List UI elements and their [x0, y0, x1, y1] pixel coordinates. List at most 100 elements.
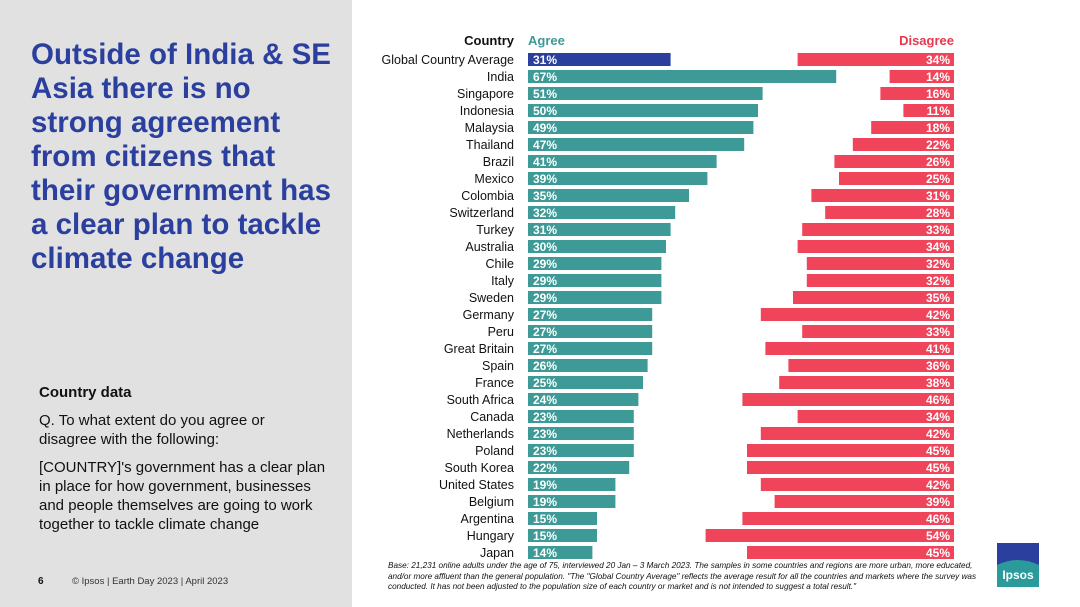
country-label: Thailand [466, 138, 514, 152]
agree-value-label: 39% [533, 172, 557, 186]
country-label: Brazil [483, 155, 514, 169]
disagree-bar [760, 427, 954, 440]
disagree-bar [760, 308, 954, 321]
agree-bar [528, 189, 689, 202]
agree-value-label: 29% [533, 291, 557, 305]
agree-bar [528, 308, 653, 321]
disagree-value-label: 42% [926, 308, 950, 322]
agree-value-label: 26% [533, 359, 557, 373]
agree-bar [528, 376, 643, 389]
country-label: Sweden [469, 291, 514, 305]
agree-bar [528, 512, 597, 525]
country-label: Chile [486, 257, 515, 271]
disagree-value-label: 42% [926, 427, 950, 441]
disagree-value-label: 32% [926, 274, 950, 288]
disagree-value-label: 45% [926, 546, 950, 560]
disagree-value-label: 33% [926, 325, 950, 339]
disagree-value-label: 46% [926, 393, 950, 407]
country-label: Netherlands [447, 427, 514, 441]
page-number: 6 [38, 576, 44, 587]
agree-bar [528, 529, 597, 542]
disagree-bar [802, 325, 954, 338]
disagree-value-label: 33% [926, 223, 950, 237]
agree-bar [528, 359, 648, 372]
agree-value-label: 14% [533, 546, 557, 560]
agree-bar [528, 121, 754, 134]
disagree-bar [871, 121, 954, 134]
disagree-bar [839, 172, 954, 185]
disagree-bar [797, 53, 954, 66]
disagree-value-label: 54% [926, 529, 950, 543]
country-header: Country [464, 33, 515, 48]
agree-value-label: 50% [533, 104, 557, 118]
agree-header: Agree [528, 33, 565, 48]
agree-value-label: 49% [533, 121, 557, 135]
agree-bar [528, 70, 837, 83]
disagree-bar [825, 206, 954, 219]
agree-bar [528, 155, 717, 168]
disagree-bar [742, 512, 954, 525]
country-label: Canada [470, 410, 514, 424]
disagree-value-label: 26% [926, 155, 950, 169]
country-label: France [475, 376, 514, 390]
disagree-bar [747, 461, 954, 474]
agree-bar [528, 342, 653, 355]
disagree-bar [788, 359, 954, 372]
disagree-bar [797, 240, 954, 253]
agree-bar [528, 274, 662, 287]
agree-bar [528, 206, 676, 219]
disagree-bar [765, 342, 954, 355]
disagree-value-label: 45% [926, 444, 950, 458]
agree-value-label: 29% [533, 257, 557, 271]
country-label: South Korea [445, 461, 515, 475]
agree-value-label: 31% [533, 223, 557, 237]
disagree-value-label: 11% [927, 104, 951, 118]
country-label: Singapore [457, 87, 514, 101]
logo-text: Ipsos [1002, 568, 1034, 582]
country-label: Australia [465, 240, 514, 254]
agree-bar [528, 444, 634, 457]
agree-bar [528, 257, 662, 270]
agree-value-label: 22% [533, 461, 557, 475]
agree-bar [528, 325, 653, 338]
country-label: United States [439, 478, 514, 492]
agree-value-label: 23% [533, 444, 557, 458]
country-label: Hungary [467, 529, 515, 543]
agree-bar [528, 427, 634, 440]
disagree-bar [742, 393, 954, 406]
disagree-bar [747, 444, 954, 457]
agree-value-label: 24% [533, 393, 557, 407]
agree-bar [528, 461, 630, 474]
agree-bar [528, 172, 708, 185]
agree-value-label: 29% [533, 274, 557, 288]
country-label: Mexico [474, 172, 514, 186]
left-panel [0, 0, 352, 607]
agree-value-label: 32% [533, 206, 557, 220]
country-label: Switzerland [449, 206, 514, 220]
disagree-bar [811, 189, 954, 202]
disagree-value-label: 18% [926, 121, 950, 135]
agree-bar [528, 53, 671, 66]
disagree-value-label: 39% [926, 495, 950, 509]
disagree-bar [880, 87, 954, 100]
disagree-value-label: 22% [926, 138, 950, 152]
country-label: Indonesia [460, 104, 514, 118]
disagree-bar [852, 138, 954, 151]
country-label: Malaysia [465, 121, 514, 135]
country-label: Colombia [461, 189, 514, 203]
agree-bar [528, 478, 616, 491]
agree-value-label: 27% [533, 325, 557, 339]
disagree-bar [705, 529, 954, 542]
agree-value-label: 30% [533, 240, 557, 254]
country-label: Turkey [476, 223, 514, 237]
disagree-bar [774, 495, 954, 508]
disagree-value-label: 32% [926, 257, 950, 271]
disagree-value-label: 34% [926, 410, 950, 424]
agree-bar [528, 87, 763, 100]
disagree-bar [747, 546, 954, 559]
country-label: India [487, 70, 514, 84]
disagree-bar [779, 376, 954, 389]
disagree-value-label: 28% [926, 206, 950, 220]
disagree-value-label: 25% [926, 172, 950, 186]
survey-statement: [COUNTRY]'s government has a clear plan … [39, 459, 326, 533]
